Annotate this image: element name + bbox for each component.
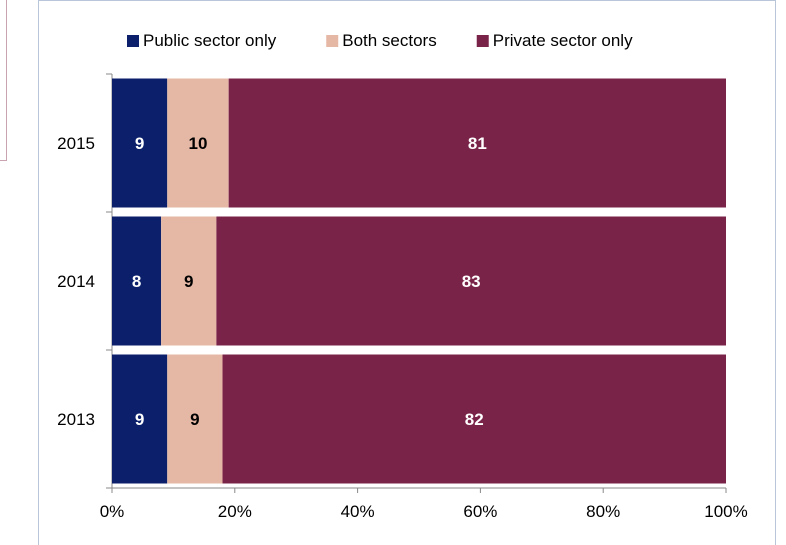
x-tick-label: 0%	[100, 502, 125, 521]
bar-segment	[228, 78, 726, 208]
chart-frame	[38, 0, 776, 545]
data-label: 83	[462, 272, 481, 291]
bar-segment	[167, 78, 229, 208]
data-label: 9	[190, 410, 199, 429]
data-label: 9	[135, 410, 144, 429]
legend-label: Both sectors	[342, 31, 437, 50]
x-tick-label: 60%	[463, 502, 497, 521]
bar-segment	[222, 354, 726, 484]
bars: 9 10 81 8 9 83 9 9 82	[112, 78, 726, 484]
bar-segment	[112, 354, 168, 484]
data-label: 8	[132, 272, 141, 291]
data-label: 9	[184, 272, 193, 291]
legend-label: Private sector only	[493, 31, 633, 50]
x-tick-label: 100%	[704, 502, 747, 521]
data-label: 82	[465, 410, 484, 429]
bar-segment	[161, 216, 217, 346]
category-label: 2015	[57, 134, 95, 153]
legend-label: Public sector only	[143, 31, 277, 50]
axes: 0% 20% 40% 60% 80% 100% 2015 2014 2013	[57, 73, 748, 521]
category-label: 2013	[57, 410, 95, 429]
data-label: 10	[188, 134, 207, 153]
x-tick-label: 80%	[586, 502, 620, 521]
legend-swatch	[326, 35, 339, 47]
chart-side-frame	[0, 0, 7, 161]
legend: Public sector only Both sectors Private se…	[127, 31, 633, 50]
x-tick-label: 40%	[341, 502, 375, 521]
data-label: 9	[135, 134, 144, 153]
bar-segment	[112, 78, 168, 208]
legend-swatch	[476, 35, 489, 47]
data-label: 81	[468, 134, 487, 153]
category-label: 2014	[57, 272, 95, 291]
bar-segment	[112, 216, 162, 346]
bar-segment	[167, 354, 223, 484]
bar-segment	[216, 216, 726, 346]
legend-swatch	[127, 35, 139, 47]
x-tick-label: 20%	[218, 502, 252, 521]
